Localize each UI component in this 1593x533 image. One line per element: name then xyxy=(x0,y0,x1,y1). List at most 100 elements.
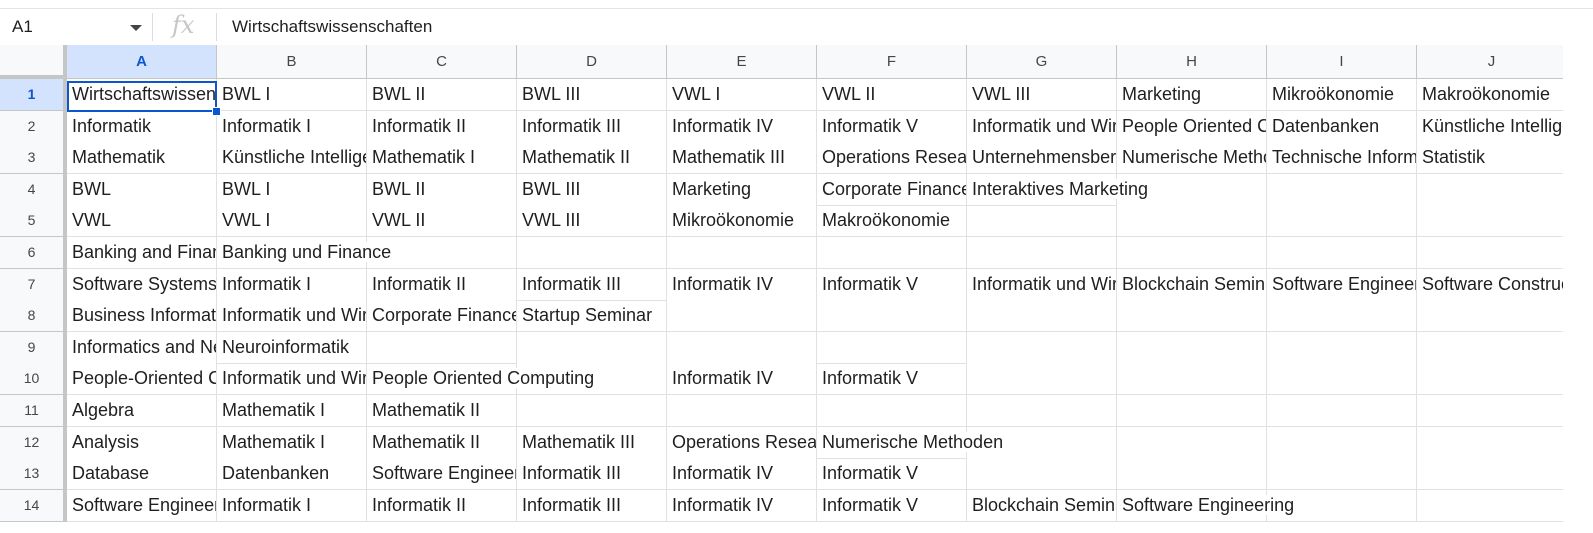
cell-a2[interactable]: Informatik xyxy=(67,111,217,143)
row-header-2[interactable]: 2 xyxy=(0,111,67,143)
cell-a14[interactable]: Software Engineering xyxy=(67,490,217,522)
cell-g2[interactable]: Informatik und Wirtschaft xyxy=(967,111,1117,143)
column-header-g[interactable]: G xyxy=(967,45,1117,79)
cell-h10[interactable] xyxy=(1117,363,1267,395)
cell-a7[interactable]: Software Systems xyxy=(67,269,217,301)
row-header-6[interactable]: 6 xyxy=(0,237,67,269)
fill-handle[interactable] xyxy=(212,107,221,116)
cell-e5[interactable]: Mikroökonomie xyxy=(667,205,817,237)
cell-a9[interactable]: Informatics and Neuroscience xyxy=(67,332,217,364)
cell-i4[interactable] xyxy=(1267,174,1417,206)
cell-c6[interactable] xyxy=(367,237,517,269)
chevron-down-icon[interactable] xyxy=(130,25,142,31)
cell-g4[interactable]: Interaktives Marketing xyxy=(967,174,1149,206)
cell-c4[interactable]: BWL II xyxy=(367,174,517,206)
cell-j5[interactable] xyxy=(1417,205,1567,237)
cell-h3[interactable]: Numerische Methoden xyxy=(1117,142,1267,174)
select-all-corner[interactable] xyxy=(0,45,67,79)
cell-b12[interactable]: Mathematik I xyxy=(217,427,367,459)
cell-j1[interactable]: Makroökonomie xyxy=(1417,79,1567,111)
cell-a13[interactable]: Database xyxy=(67,458,217,490)
cell-b5[interactable]: VWL I xyxy=(217,205,367,237)
cell-f9[interactable] xyxy=(817,332,967,364)
cell-a11[interactable]: Algebra xyxy=(67,395,217,427)
row-header-13[interactable]: 13 xyxy=(0,458,67,490)
cell-h2[interactable]: People Oriented Computing xyxy=(1117,111,1267,143)
cell-d2[interactable]: Informatik III xyxy=(517,111,667,143)
cell-h14[interactable]: Software Engineering xyxy=(1117,490,1295,522)
cell-b14[interactable]: Informatik I xyxy=(217,490,367,522)
cell-h7[interactable]: Blockchain Seminar xyxy=(1117,269,1267,301)
cell-j4[interactable] xyxy=(1417,174,1567,206)
cell-f2[interactable]: Informatik V xyxy=(817,111,967,143)
cell-e8[interactable] xyxy=(667,300,817,332)
column-header-j[interactable]: J xyxy=(1417,45,1567,79)
row-header-12[interactable]: 12 xyxy=(0,427,67,459)
cell-d8[interactable]: Startup Seminar xyxy=(517,300,667,332)
cell-c13[interactable]: Software Engineering xyxy=(367,458,517,490)
formula-input[interactable]: Wirtschaftswissenschaften xyxy=(232,17,433,36)
cell-i10[interactable] xyxy=(1267,363,1417,395)
row-header-7[interactable]: 7 xyxy=(0,269,67,301)
cell-f14[interactable]: Informatik V xyxy=(817,490,967,522)
cell-f5[interactable]: Makroökonomie xyxy=(817,205,967,237)
cell-a4[interactable]: BWL xyxy=(67,174,217,206)
name-box[interactable]: A1 xyxy=(0,9,150,45)
cell-e12[interactable]: Operations Research xyxy=(667,427,817,459)
cell-b13[interactable]: Datenbanken xyxy=(217,458,367,490)
cell-c1[interactable]: BWL II xyxy=(367,79,517,111)
cell-f10[interactable]: Informatik V xyxy=(817,363,967,395)
cell-e11[interactable] xyxy=(667,395,817,427)
cell-c8[interactable]: Corporate Finance xyxy=(367,300,517,332)
cell-i2[interactable]: Datenbanken xyxy=(1267,111,1417,143)
cell-j6[interactable] xyxy=(1417,237,1567,269)
cell-c3[interactable]: Mathematik I xyxy=(367,142,517,174)
cell-c10[interactable]: People Oriented Computing xyxy=(367,363,595,395)
cell-d11[interactable] xyxy=(517,395,667,427)
cell-g9[interactable] xyxy=(967,332,1117,364)
cell-e4[interactable]: Marketing xyxy=(667,174,817,206)
cell-e1[interactable]: VWL I xyxy=(667,79,817,111)
cell-j3[interactable]: Statistik xyxy=(1417,142,1567,174)
cell-h13[interactable] xyxy=(1117,458,1267,490)
cell-d12[interactable]: Mathematik III xyxy=(517,427,667,459)
column-header-e[interactable]: E xyxy=(667,45,817,79)
cell-e9[interactable] xyxy=(667,332,817,364)
cell-d3[interactable]: Mathematik II xyxy=(517,142,667,174)
cell-i9[interactable] xyxy=(1267,332,1417,364)
cell-h9[interactable] xyxy=(1117,332,1267,364)
cell-f12[interactable]: Numerische Methoden xyxy=(817,427,1004,459)
cell-a1[interactable]: Wirtschaftswissenschaften xyxy=(67,79,217,111)
cell-d5[interactable]: VWL III xyxy=(517,205,667,237)
cell-d1[interactable]: BWL III xyxy=(517,79,667,111)
cell-i1[interactable]: Mikroökonomie xyxy=(1267,79,1417,111)
row-header-11[interactable]: 11 xyxy=(0,395,67,427)
cell-f1[interactable]: VWL II xyxy=(817,79,967,111)
cell-b3[interactable]: Künstliche Intelligenz xyxy=(217,142,367,174)
cell-f7[interactable]: Informatik V xyxy=(817,269,967,301)
row-header-14[interactable]: 14 xyxy=(0,490,67,522)
cell-f4[interactable]: Corporate Finance xyxy=(817,174,967,206)
cell-a6[interactable]: Banking and Finance xyxy=(67,237,217,269)
row-header-9[interactable]: 9 xyxy=(0,332,67,364)
cell-i6[interactable] xyxy=(1267,237,1417,269)
cell-a5[interactable]: VWL xyxy=(67,205,217,237)
column-header-d[interactable]: D xyxy=(517,45,667,79)
cell-h6[interactable] xyxy=(1117,237,1267,269)
cell-j8[interactable] xyxy=(1417,300,1567,332)
cell-b10[interactable]: Informatik und Wirtschaft xyxy=(217,363,367,395)
cell-e13[interactable]: Informatik IV xyxy=(667,458,817,490)
row-header-8[interactable]: 8 xyxy=(0,300,67,332)
row-header-10[interactable]: 10 xyxy=(0,363,67,395)
cell-d6[interactable] xyxy=(517,237,667,269)
cell-c7[interactable]: Informatik II xyxy=(367,269,517,301)
cell-b6[interactable]: Banking und Finance xyxy=(217,237,392,269)
cell-g13[interactable] xyxy=(967,458,1117,490)
cell-b1[interactable]: BWL I xyxy=(217,79,367,111)
row-header-3[interactable]: 3 xyxy=(0,142,67,174)
cell-j12[interactable] xyxy=(1417,427,1567,459)
cell-d9[interactable] xyxy=(517,332,667,364)
cell-b11[interactable]: Mathematik I xyxy=(217,395,367,427)
column-header-f[interactable]: F xyxy=(817,45,967,79)
cell-i3[interactable]: Technische Informatik xyxy=(1267,142,1417,174)
